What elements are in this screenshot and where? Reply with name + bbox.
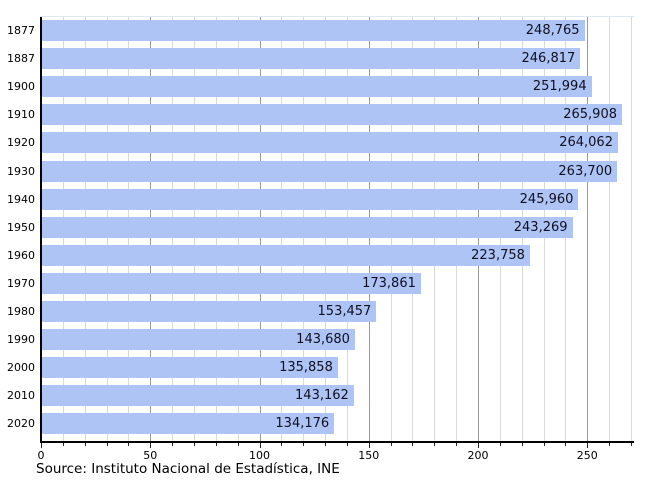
population-bar: [41, 76, 592, 98]
population-bar: [41, 216, 573, 238]
y-axis-line: [40, 17, 42, 443]
value-label: 265,908: [563, 107, 617, 123]
x-axis-tick-minor: [609, 443, 611, 446]
population-bar: [41, 132, 618, 154]
x-axis-tick-major: [368, 443, 370, 448]
value-label: 246,817: [521, 51, 576, 67]
x-axis-tick-minor: [325, 443, 327, 446]
value-label: 223,758: [471, 247, 525, 263]
year-label: 1960: [7, 248, 35, 262]
value-label: 251,994: [532, 79, 587, 95]
x-axis-tick-minor: [237, 443, 239, 446]
population-bar: [41, 20, 585, 41]
x-tick-label: 150: [358, 449, 380, 462]
x-axis-tick-minor: [215, 443, 217, 446]
x-axis-tick-minor: [193, 443, 195, 446]
population-bar: [41, 413, 335, 435]
x-tick-label: 100: [249, 449, 270, 462]
population-bar: [41, 272, 421, 294]
value-label: 264,062: [559, 135, 613, 151]
value-label: 245,960: [519, 191, 574, 207]
x-tick-label: 0: [37, 449, 45, 462]
year-label: 1920: [7, 136, 35, 150]
gridline-minor: [630, 17, 632, 442]
x-tick-label: 250: [576, 449, 598, 462]
year-label: 2010: [7, 389, 35, 403]
population-bar: [41, 385, 354, 407]
year-label: 2020: [7, 417, 35, 431]
value-label: 143,162: [295, 388, 349, 404]
year-label: 1990: [7, 333, 35, 347]
gridline-minor: [609, 17, 611, 442]
gridline-major: [587, 17, 589, 442]
x-axis-tick-minor: [303, 443, 305, 446]
population-bar: [41, 244, 530, 266]
x-axis-tick-minor: [172, 443, 174, 446]
x-axis-tick-major: [41, 443, 42, 448]
year-label: 1940: [7, 192, 35, 206]
population-bar: [41, 188, 579, 210]
x-axis-tick-major: [150, 443, 152, 448]
year-label: 1930: [7, 164, 35, 178]
x-axis-tick-minor: [565, 443, 567, 446]
value-label: 263,700: [558, 163, 613, 179]
source-note: Source: Instituto Nacional de Estadístic…: [36, 461, 340, 477]
x-axis-tick-minor: [630, 443, 632, 446]
x-axis-tick-minor: [128, 443, 130, 446]
x-axis-tick-minor: [521, 443, 523, 446]
population-bar: [41, 160, 618, 182]
x-axis-tick-minor: [434, 443, 436, 446]
population-bar: [41, 104, 622, 126]
population-bar: [41, 301, 377, 322]
year-label: 1950: [7, 220, 35, 234]
x-axis-tick-minor: [456, 443, 458, 446]
x-axis-tick-minor: [106, 443, 108, 446]
value-label: 143,680: [296, 332, 350, 348]
value-label: 248,765: [525, 23, 580, 38]
population-bar: [41, 48, 581, 70]
population-bar: [41, 357, 338, 379]
x-axis-tick-major: [478, 443, 479, 448]
x-axis-tick-major: [259, 443, 261, 448]
value-label: 134,176: [275, 416, 330, 432]
population-bar: [41, 329, 355, 351]
x-axis-tick-major: [587, 443, 589, 448]
x-tick-label: 50: [143, 449, 158, 462]
x-axis-tick-minor: [390, 443, 392, 446]
x-tick-label: 200: [467, 449, 489, 462]
year-label: 1910: [7, 108, 35, 122]
year-label: 1900: [7, 80, 35, 94]
x-axis-tick-minor: [346, 443, 348, 446]
x-axis-tick-minor: [62, 443, 64, 446]
year-label: 1970: [7, 276, 35, 290]
plot-top-border: [40, 16, 634, 17]
year-label: 1980: [7, 305, 35, 318]
x-axis-tick-minor: [84, 443, 86, 446]
value-label: 135,858: [279, 360, 333, 376]
x-axis-line: [40, 441, 634, 443]
year-label: 1877: [7, 24, 35, 37]
x-axis-tick-minor: [499, 443, 501, 446]
value-label: 243,269: [513, 219, 568, 235]
value-label: 153,457: [317, 304, 372, 319]
year-label: 1887: [7, 52, 35, 66]
x-axis-tick-minor: [412, 443, 414, 446]
x-axis-tick-minor: [281, 443, 283, 446]
year-label: 2000: [7, 361, 35, 375]
value-label: 173,861: [362, 275, 416, 291]
x-axis-tick-minor: [543, 443, 545, 446]
